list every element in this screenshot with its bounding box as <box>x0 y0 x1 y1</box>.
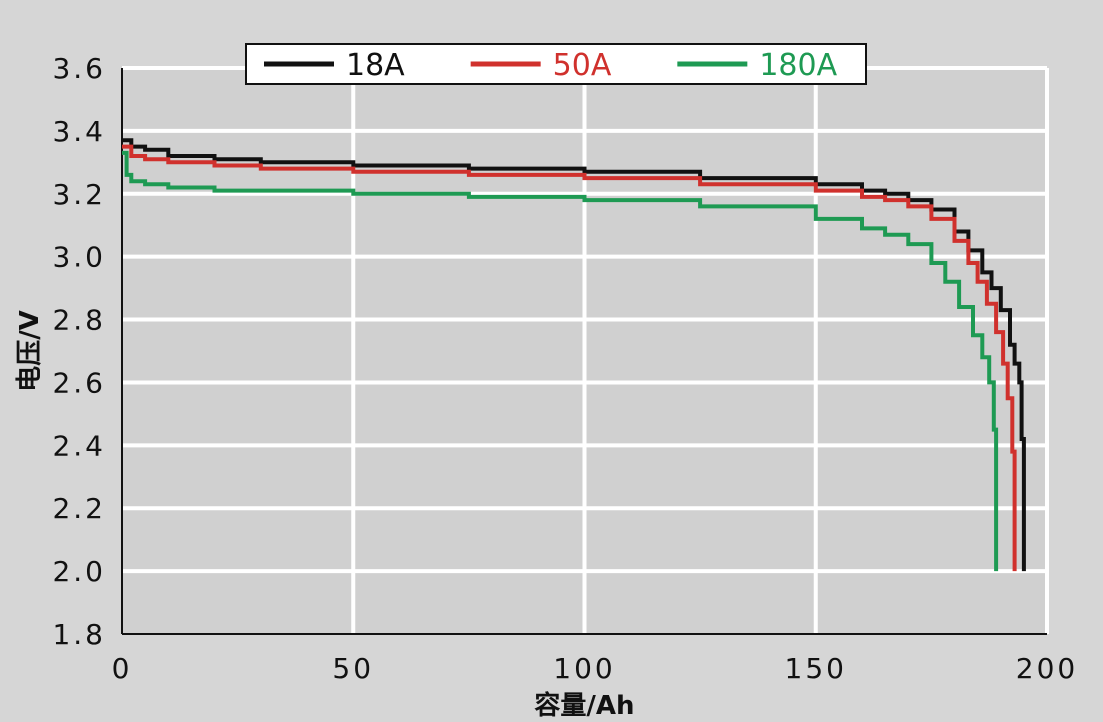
x-tick-label: 100 <box>553 652 615 685</box>
legend-label: 18A <box>346 48 405 83</box>
y-tick-label: 2.4 <box>52 429 106 462</box>
x-axis-title: 容量/Ah <box>534 690 634 721</box>
legend-label: 180A <box>759 48 837 83</box>
y-tick-label: 2.8 <box>52 304 106 337</box>
legend: 18A 50A 180A <box>245 43 867 85</box>
y-tick-label: 3.6 <box>52 52 106 85</box>
data-series <box>122 138 1026 572</box>
x-tick-label: 200 <box>1016 652 1078 685</box>
y-tick-label: 2.6 <box>52 366 106 399</box>
tick-labels: 0 50 100 150 200 1.8 2.0 2.2 2.4 2.6 2.8 3.0 3.2 3.4 3… <box>52 52 1078 685</box>
series-line-180A <box>122 150 999 572</box>
series-line-50A <box>122 144 1017 572</box>
x-tick-label: 0 <box>112 652 133 685</box>
legend-label: 50A <box>553 48 612 83</box>
legend-box <box>245 43 867 85</box>
x-tick-label: 150 <box>785 652 847 685</box>
y-tick-label: 2.2 <box>52 492 106 525</box>
y-tick-label: 3.2 <box>52 178 106 211</box>
series-line-18A <box>122 138 1026 572</box>
y-tick-label: 3.0 <box>52 241 106 274</box>
y-tick-label: 2.0 <box>52 555 106 588</box>
legend-items: 18A 50A 180A <box>264 48 838 83</box>
y-tick-label: 1.8 <box>52 618 106 651</box>
y-tick-label: 3.4 <box>52 115 106 148</box>
x-tick-label: 50 <box>332 652 374 685</box>
y-axis-title: 电压/V <box>15 310 45 392</box>
